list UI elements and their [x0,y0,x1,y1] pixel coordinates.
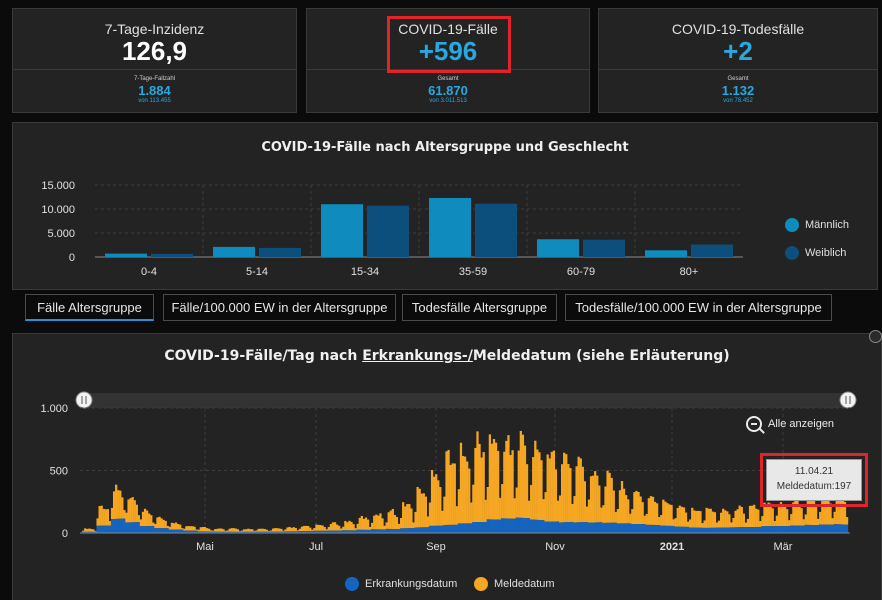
show-all-button[interactable]: Alle anzeigen [746,416,834,432]
kpi-subvalue: 1.132 [721,83,755,98]
legend-dot-male [785,218,799,232]
age-chart: 15.000 10.000 5.000 0 0-4 5-14 15-34 35-59 60-79… [41,180,743,278]
kpi-subnote: von 3.011.513 [429,98,467,104]
kpi-sublabel: 7-Tage-Fallzahl [133,76,176,82]
kpi-card-incidence: 7-Tage-Inzidenz 126,9 7-Tage-Fallzahl 1.… [12,8,297,113]
kpi-title: 7-Tage-Inzidenz [104,21,205,37]
legend-item-report[interactable]: Meldedatum [474,577,555,591]
kpi-sublabel: Gesamt [727,76,749,82]
bar-female [691,244,733,257]
show-all-label: Alle anzeigen [768,418,835,430]
y-tick-label: 10.000 [41,204,75,216]
bar-male [105,253,147,257]
age-chart-title: COVID-19-Fälle nach Altersgruppe und Ges… [261,140,629,155]
title-part: COVID-19-Fälle/Tag nach [164,348,363,364]
legend-label: Männlich [805,219,850,231]
tab-deaths-per-100k[interactable]: Todesfälle/100.000 EW in der Altersgrupp… [565,294,832,321]
legend-item-female[interactable]: Weiblich [785,246,846,260]
bar-female [583,239,625,257]
kpi-subnote: von 113.455 [138,98,171,104]
highlight-frame [760,453,868,507]
kpi-subvalue: 61.870 [428,83,468,98]
y-tick-label: 15.000 [41,180,75,192]
bar-female [259,247,301,257]
tooltip-label: Meldedatum [776,481,832,492]
highlight-frame [387,16,511,73]
daily-chart-title: COVID-19-Fälle/Tag nach Erkrankungs-/Mel… [13,348,881,364]
x-tick-label: 0-4 [141,266,157,278]
kpi-card-cases: COVID-19-Fälle +596 Gesamt 61.870 von 3.… [306,8,590,113]
title-link[interactable]: Erkrankungs-/ [362,348,473,364]
bar-female [367,205,409,257]
bar-male [645,250,687,257]
bar-male [537,239,579,257]
bar-male [321,204,363,257]
x-tick-label: 35-59 [459,266,487,278]
tooltip-date: 11.04.21 [794,466,834,477]
tab-deaths-age[interactable]: Todesfälle Altersgruppe [402,294,557,321]
y-tick-label: 0 [69,252,75,264]
x-tick-label: 5-14 [246,266,268,278]
age-chart-card: COVID-19-Fälle nach Altersgruppe und Ges… [12,122,878,290]
bar-male [213,246,255,257]
legend-dot-female [785,246,799,260]
legend-label: Weiblich [805,247,847,259]
kpi-title: COVID-19-Fälle [398,21,498,37]
x-tick-label: 80+ [680,266,699,278]
tooltip-value: 197 [834,481,852,492]
chart-tooltip: 11.04.21 Meldedatum:197 [766,459,862,501]
kpi-subvalue: 1.884 [138,83,171,98]
legend-label: Erkrankungsdatum [365,578,458,590]
bar-female [151,253,193,257]
kpi-subnote: von 78.452 [723,98,753,104]
tooltip-row: Meldedatum:197 [776,481,852,492]
kpi-value: +596 [418,36,478,66]
info-icon[interactable] [869,330,882,343]
legend-dot-report [474,577,488,591]
zoom-out-icon [746,416,762,432]
legend-dot-onset [345,577,359,591]
tab-cases-age[interactable]: Fälle Altersgruppe [25,294,154,321]
kpi-value: +2 [723,36,753,66]
kpi-sublabel: Gesamt [437,76,459,82]
legend-label: Meldedatum [494,578,555,590]
x-tick-label: 60-79 [567,266,595,278]
kpi-card-deaths: COVID-19-Todesfälle +2 Gesamt 1.132 von … [598,8,878,113]
legend-item-onset[interactable]: Erkrankungsdatum [345,577,457,591]
daily-chart-card: COVID-19-Fälle/Tag nach Erkrankungs-/Mel… [12,333,882,600]
kpi-value: 126,9 [121,36,188,66]
y-tick-label: 5.000 [47,228,75,240]
kpi-title: COVID-19-Todesfälle [671,21,805,37]
title-part: Meldedatum (siehe Erläuterung) [472,348,730,364]
x-tick-label: 15-34 [351,266,379,278]
bar-female [475,203,517,257]
bar-male [429,197,471,257]
legend-item-male[interactable]: Männlich [785,218,849,232]
tab-cases-per-100k[interactable]: Fälle/100.000 EW in der Altersgruppe [163,294,396,321]
